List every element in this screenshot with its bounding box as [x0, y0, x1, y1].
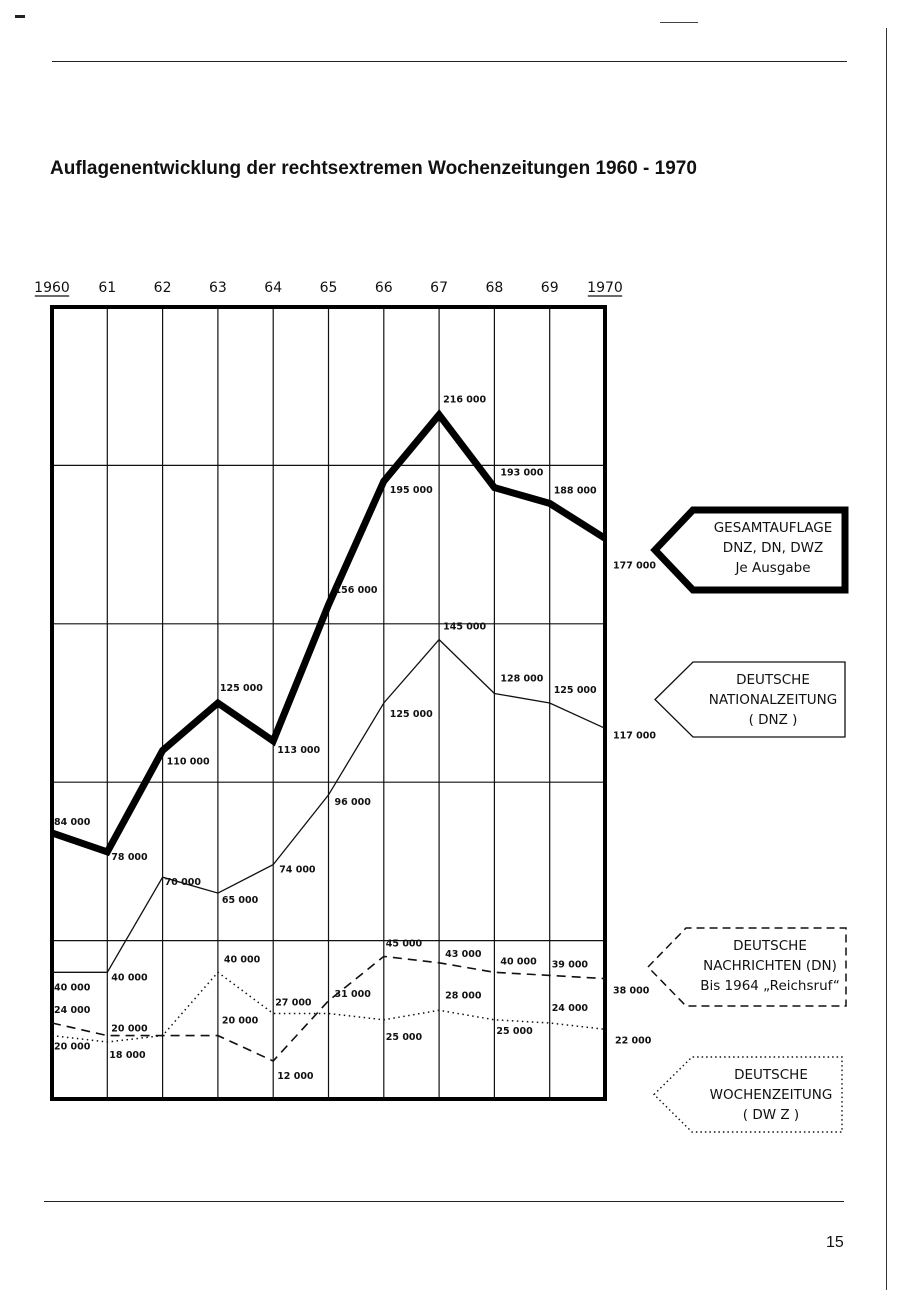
data-label-dn: 43 000: [445, 949, 482, 960]
plot-frame: [50, 305, 607, 1101]
data-label-dnz: 40 000: [54, 982, 91, 993]
page-edge-line: [886, 28, 887, 1290]
legend-text-dn: Bis 1964 „Reichsruf“: [700, 978, 840, 994]
data-label-dn: 31 000: [335, 989, 372, 1000]
data-label-dnz: 117 000: [613, 730, 656, 741]
year-label: 66: [375, 280, 393, 296]
data-label-dnz: 74 000: [279, 865, 316, 876]
data-label-dnz: 96 000: [335, 797, 372, 808]
year-label: 62: [154, 280, 172, 296]
page-number: 15: [826, 1234, 844, 1251]
data-label-dwz: 18 000: [109, 1050, 146, 1061]
data-label-dn: 38 000: [613, 986, 650, 997]
legend-text-gesamt: Je Ausgabe: [734, 560, 810, 576]
data-label-gesamt: 113 000: [277, 745, 320, 756]
data-label-dwz: 28 000: [445, 990, 482, 1001]
legend-box-dn: [646, 927, 847, 1007]
data-label-dwz: 20 000: [54, 1042, 91, 1053]
year-label: 1960: [34, 280, 70, 296]
data-label-dnz: 125 000: [554, 685, 597, 696]
data-label-dwz: 25 000: [386, 1032, 423, 1043]
legend-text-dnz: DEUTSCHE: [736, 672, 810, 688]
data-label-dn: 24 000: [54, 1005, 91, 1016]
data-label-dwz: 25 000: [496, 1026, 533, 1037]
data-label-dn: 45 000: [386, 938, 423, 949]
legend-text-dn: DEUTSCHE: [733, 938, 807, 954]
data-label-gesamt: 177 000: [613, 560, 656, 571]
series-line-dnz: [52, 638, 606, 973]
year-label: 61: [98, 280, 116, 296]
data-label-dnz: 65 000: [222, 895, 259, 906]
legend-box-dnz: [654, 661, 846, 738]
legend-text-dwz: DEUTSCHE: [734, 1067, 808, 1083]
year-label: 64: [264, 280, 282, 296]
series-line-gesamt: [50, 409, 607, 857]
year-label: 69: [541, 280, 559, 296]
legend-text-dwz: ( DW Z ): [743, 1107, 799, 1123]
data-label-dnz: 40 000: [111, 972, 148, 983]
data-label-dn: 20 000: [111, 1024, 148, 1035]
year-labels: 1960 61 62 63 64 65 66 67 68 69 1970: [34, 280, 623, 297]
legend-text-gesamt: DNZ, DN, DWZ: [723, 540, 823, 556]
legend-text-dnz: ( DNZ ): [749, 712, 798, 728]
series-lines: [50, 409, 607, 1062]
data-label-dwz: 22 000: [615, 1035, 652, 1046]
data-label-gesamt: 110 000: [167, 757, 210, 768]
legend-box-dwz: [653, 1056, 843, 1133]
chart-title: Auflagenentwicklung der rechtsextremen W…: [50, 158, 697, 179]
legend-box-gesamt: [650, 506, 849, 594]
year-label: 65: [320, 280, 338, 296]
data-label-gesamt: 188 000: [554, 485, 597, 496]
data-label-dnz: 70 000: [165, 877, 202, 888]
data-label-gesamt: 125 000: [220, 683, 263, 694]
legend-boxes: GESAMTAUFLAGE DNZ, DN, DWZ Je Ausgabe DEUTS…: [646, 506, 849, 1133]
year-label: 1970: [587, 280, 623, 296]
legend-text-dn: NACHRICHTEN (DN): [703, 958, 837, 974]
data-label-dnz: 145 000: [443, 622, 486, 633]
data-label-dnz: 125 000: [390, 709, 433, 720]
data-label-gesamt: 193 000: [500, 468, 543, 479]
data-label-gesamt: 84 000: [54, 817, 91, 828]
legend-text-gesamt: GESAMTAUFLAGE: [714, 520, 833, 536]
data-label-gesamt: 195 000: [390, 485, 433, 496]
data-label-dn: 12 000: [277, 1071, 314, 1082]
series-line-dn: [51, 955, 606, 1062]
year-label: 68: [485, 280, 503, 296]
top-rule: [52, 61, 847, 62]
legend-text-dnz: NATIONALZEITUNG: [709, 692, 837, 708]
data-label-dnz: 128 000: [500, 673, 543, 684]
data-label-gesamt: 216 000: [443, 395, 486, 406]
data-label-dwz: 27 000: [275, 997, 312, 1008]
data-label-dwz: 40 000: [224, 954, 261, 965]
data-label-gesamt: 156 000: [335, 585, 378, 596]
data-label-gesamt: 78 000: [111, 852, 148, 863]
year-label: 67: [430, 280, 448, 296]
scan-top-mark: [660, 22, 698, 23]
value-labels: 84 000 78 000 110 000 125 000 113 000 156 000…: [54, 395, 656, 1082]
year-label: 63: [209, 280, 227, 296]
data-label-dn: 39 000: [552, 959, 589, 970]
data-label-dn: 20 000: [222, 1016, 259, 1027]
bottom-rule: [44, 1201, 844, 1202]
series-line-dwz: [51, 971, 606, 1043]
data-label-dwz: 24 000: [552, 1003, 589, 1014]
legend-text-dwz: WOCHENZEITUNG: [710, 1087, 833, 1103]
data-label-dn: 40 000: [500, 956, 537, 967]
scan-corner-mark: [15, 15, 25, 18]
